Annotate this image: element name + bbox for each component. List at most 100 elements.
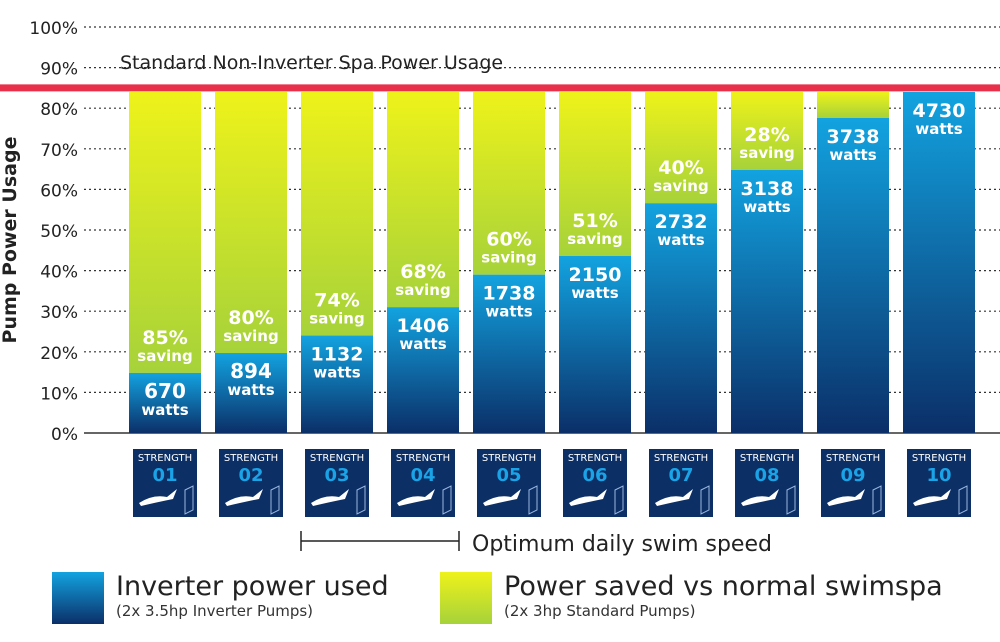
strength-tile: [735, 449, 799, 517]
strength-tile: [219, 449, 283, 517]
y-tick-label: 100%: [29, 19, 78, 39]
strength-label: STRENGTH: [568, 453, 622, 464]
strength-tile: [821, 449, 885, 517]
x-tick-label: 10: [926, 465, 951, 486]
y-tick-label: 30%: [40, 303, 78, 323]
bar-saved: [215, 91, 287, 354]
bar-saved: [473, 91, 545, 275]
strength-tile: [305, 449, 369, 517]
reference-line-label: Standard Non-Inverter Spa Power Usage: [120, 52, 503, 74]
swimmer-icon: [139, 489, 177, 506]
swimmer-icon: [827, 489, 865, 506]
wall-icon: [872, 485, 882, 515]
legend-label: Inverter power used: [116, 571, 389, 602]
legend-swatch-inverter: [52, 572, 104, 624]
y-tick-label: 70%: [40, 141, 78, 161]
bar-inverter: [387, 307, 459, 433]
y-tick-label: 80%: [40, 100, 78, 120]
saving-value: 68%: [400, 261, 445, 283]
strength-tile: [391, 449, 455, 517]
y-tick-label: 60%: [40, 181, 78, 201]
wall-icon: [614, 485, 624, 515]
wall-icon: [700, 485, 710, 515]
y-axis-label: Pump Power Usage: [0, 137, 21, 344]
legend-label: Power saved vs normal swimspa: [504, 571, 943, 602]
strength-label: STRENGTH: [396, 453, 450, 464]
swimmer-icon: [569, 489, 607, 506]
strength-label: STRENGTH: [912, 453, 966, 464]
bar-saved: [817, 91, 889, 118]
watts-unit: watts: [571, 284, 618, 302]
saving-word: saving: [567, 230, 622, 248]
wall-icon: [442, 485, 452, 515]
watts-unit: watts: [485, 303, 532, 321]
watts-unit: watts: [399, 335, 446, 353]
watts-value: 670: [144, 379, 186, 403]
optimum-label: Optimum daily swim speed: [472, 532, 772, 557]
x-tick-label: 05: [496, 465, 521, 486]
saving-word: saving: [395, 281, 450, 299]
wall-icon: [270, 485, 280, 515]
saving-word: saving: [137, 347, 192, 365]
watts-value: 2732: [655, 211, 708, 233]
saving-value: 28%: [744, 124, 789, 146]
legend-swatch-saved: [440, 572, 492, 624]
watts-value: 3138: [741, 178, 794, 200]
bar-inverter: [817, 117, 889, 433]
swimmer-icon: [741, 489, 779, 506]
chart-svg: Pump Power Usage Standard Non-Inverter S…: [0, 19, 1000, 557]
strength-tile: [133, 449, 197, 517]
legend-inverter: Inverter power used (2x 3.5hp Inverter Pu…: [52, 572, 389, 624]
swimmer-icon: [913, 489, 951, 506]
watts-value: 4730: [913, 100, 966, 122]
swimmer-icon: [483, 489, 521, 506]
watts-unit: watts: [657, 231, 704, 249]
strength-label: STRENGTH: [138, 453, 192, 464]
watts-unit: watts: [227, 381, 274, 399]
bar-saved: [387, 91, 459, 308]
strength-label: STRENGTH: [482, 453, 536, 464]
x-tick-label: 06: [582, 465, 607, 486]
swimmer-icon: [311, 489, 349, 506]
bar-saved: [731, 91, 803, 170]
saving-word: saving: [481, 249, 536, 267]
swimmer-icon: [655, 489, 693, 506]
strength-tile: [649, 449, 713, 517]
x-tick-label: 04: [410, 465, 435, 486]
wall-icon: [356, 485, 366, 515]
saving-value: 80%: [228, 307, 273, 329]
watts-value: 894: [230, 359, 272, 383]
x-tick-label: 09: [840, 465, 865, 486]
y-tick-label: 90%: [40, 60, 78, 80]
x-tick-label: 03: [324, 465, 349, 486]
bar-inverter: [731, 169, 803, 434]
y-tick-label: 10%: [40, 384, 78, 404]
bar-inverter: [473, 274, 545, 433]
bar-saved: [645, 91, 717, 204]
watts-value: 1132: [311, 344, 364, 366]
saving-value: 60%: [486, 229, 531, 251]
wall-icon: [786, 485, 796, 515]
strength-tile: [907, 449, 971, 517]
watts-value: 1406: [397, 315, 450, 337]
watts-unit: watts: [313, 364, 360, 382]
wall-icon: [184, 485, 194, 515]
saving-word: saving: [653, 177, 708, 195]
legend-note: (2x 3hp Standard Pumps): [504, 602, 696, 620]
strength-label: STRENGTH: [224, 453, 278, 464]
bar-inverter: [559, 255, 631, 433]
y-tick-label: 50%: [40, 222, 78, 242]
saving-word: saving: [739, 144, 794, 162]
strength-label: STRENGTH: [826, 453, 880, 464]
strength-tile: [477, 449, 541, 517]
bar-inverter: [129, 372, 201, 433]
swimmer-icon: [397, 489, 435, 506]
legend-note: (2x 3.5hp Inverter Pumps): [116, 602, 314, 620]
bar-inverter: [903, 91, 975, 434]
saving-word: saving: [223, 327, 278, 345]
y-tick-label: 40%: [40, 263, 78, 283]
strength-label: STRENGTH: [654, 453, 708, 464]
bar-inverter: [645, 203, 717, 433]
strength-tile: [563, 449, 627, 517]
